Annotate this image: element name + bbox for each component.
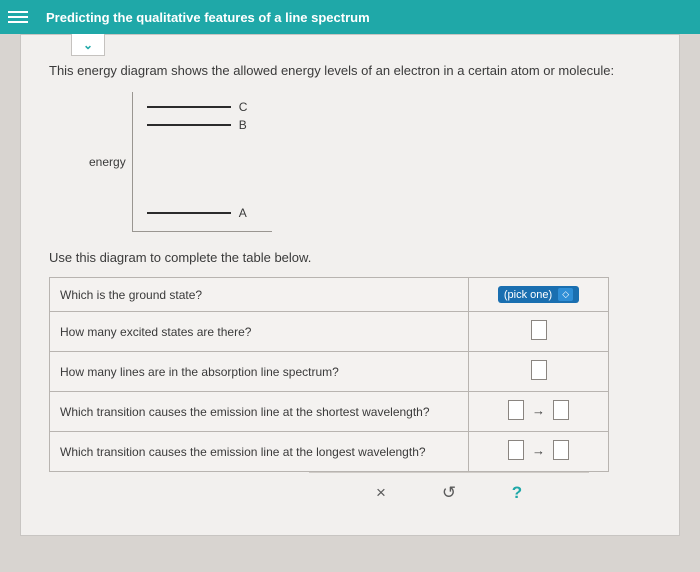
help-icon: ? — [512, 483, 522, 503]
intro-text: This energy diagram shows the allowed en… — [49, 63, 651, 78]
dropdown-label: (pick one) — [504, 289, 552, 301]
table-row: Which transition causes the emission lin… — [50, 432, 609, 472]
arrow-icon: → — [532, 443, 545, 458]
from-state-input[interactable] — [508, 440, 524, 460]
level-label: B — [239, 118, 247, 132]
transition-input: → — [508, 400, 569, 420]
close-icon: × — [376, 483, 386, 503]
level-bar — [147, 124, 231, 126]
number-input[interactable] — [531, 320, 547, 340]
help-button[interactable]: ? — [503, 481, 531, 505]
page-title: Predicting the qualitative features of a… — [46, 10, 370, 25]
levels-box: C B A — [132, 92, 272, 232]
expand-chevron[interactable]: ⌄ — [71, 34, 105, 56]
question-cell: How many lines are in the absorption lin… — [50, 352, 469, 392]
header-bar: Predicting the qualitative features of a… — [0, 0, 700, 34]
table-row: How many excited states are there? — [50, 312, 609, 352]
instruction-text: Use this diagram to complete the table b… — [49, 250, 651, 265]
question-cell: How many excited states are there? — [50, 312, 469, 352]
y-axis-label: energy — [89, 155, 126, 169]
answer-cell: → — [469, 432, 609, 472]
number-input[interactable] — [531, 360, 547, 380]
reset-button[interactable]: ↺ — [435, 481, 463, 505]
close-button[interactable]: × — [367, 481, 395, 505]
level-label: A — [239, 206, 247, 220]
question-cell: Which transition causes the emission lin… — [50, 392, 469, 432]
table-row: How many lines are in the absorption lin… — [50, 352, 609, 392]
level-bar — [147, 212, 231, 214]
reset-icon: ↺ — [442, 483, 456, 503]
main-panel: ⌄ This energy diagram shows the allowed … — [20, 34, 680, 536]
answer-cell — [469, 312, 609, 352]
chevron-down-icon: ⌄ — [83, 38, 93, 52]
arrow-icon: → — [532, 403, 545, 418]
energy-diagram: energy C B A — [89, 92, 651, 232]
question-table: Which is the ground state? (pick one) ◇ … — [49, 277, 609, 472]
question-cell: Which is the ground state? — [50, 278, 469, 312]
question-cell: Which transition causes the emission lin… — [50, 432, 469, 472]
content-area: This energy diagram shows the allowed en… — [21, 35, 679, 535]
table-row: Which transition causes the emission lin… — [50, 392, 609, 432]
dropdown-caret-icon: ◇ — [558, 288, 573, 301]
from-state-input[interactable] — [508, 400, 524, 420]
pick-one-dropdown[interactable]: (pick one) ◇ — [498, 286, 579, 303]
answer-cell: → — [469, 392, 609, 432]
to-state-input[interactable] — [553, 400, 569, 420]
to-state-input[interactable] — [553, 440, 569, 460]
level-a: A — [147, 206, 247, 220]
level-b: B — [147, 118, 247, 132]
level-label: C — [239, 100, 248, 114]
level-bar — [147, 106, 231, 108]
transition-input: → — [508, 440, 569, 460]
table-row: Which is the ground state? (pick one) ◇ — [50, 278, 609, 312]
level-c: C — [147, 100, 248, 114]
action-bar: × ↺ ? — [309, 472, 589, 517]
answer-cell: (pick one) ◇ — [469, 278, 609, 312]
answer-cell — [469, 352, 609, 392]
menu-icon[interactable] — [8, 8, 28, 26]
